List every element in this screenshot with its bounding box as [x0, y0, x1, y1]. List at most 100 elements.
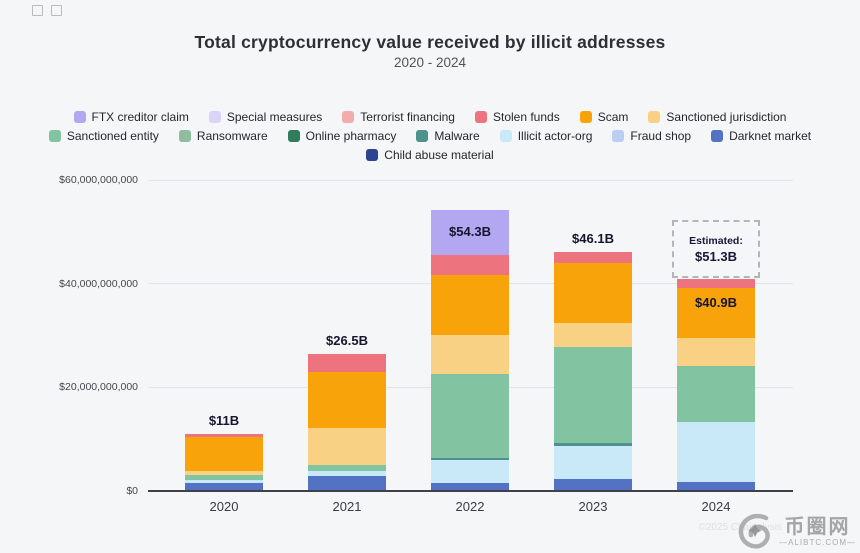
bar-segment-darknet-market	[554, 479, 632, 491]
bar-segment-illicit-actor-org	[431, 460, 509, 484]
bar-segment-ftx-creditor-claim	[431, 209, 509, 255]
bar-2021	[308, 353, 386, 491]
legend-swatch-icon	[178, 129, 191, 142]
legend-item-darknet-market[interactable]: Darknet market	[711, 128, 812, 143]
bar-segment-sanctioned-jurisdiction	[431, 334, 509, 374]
legend-swatch-icon	[208, 110, 221, 123]
bar-segment-illicit-actor-org	[308, 470, 386, 476]
bar-segment-malware	[554, 442, 632, 446]
watermark-domain-text: —ALIBTC.COM—	[779, 537, 856, 547]
legend-swatch-icon	[366, 148, 379, 161]
bar-value-label: $40.9B	[695, 294, 737, 310]
page-subtitle: 2020 - 2024	[393, 55, 467, 70]
bar-2020	[185, 433, 263, 491]
bar-segment-sanctioned-entity	[185, 475, 263, 481]
legend-item-label: Online pharmacy	[305, 128, 397, 143]
bar-segment-stolen-funds	[185, 433, 263, 438]
bar-segment-sanctioned-jurisdiction	[308, 427, 386, 465]
legend-item-label: Sanctioned jurisdiction	[666, 109, 787, 124]
legend-swatch-icon	[287, 129, 300, 142]
bar-segment-darknet-market	[677, 482, 755, 491]
bar-segment-illicit-actor-org	[185, 480, 263, 483]
site-watermark: 币圈网 —ALIBTC.COM—	[735, 511, 856, 551]
y-axis-tick-label: $60,000,000,000	[59, 174, 138, 186]
legend-item-fraud-shop[interactable]: Fraud shop	[612, 128, 692, 143]
y-axis-tick-label: $40,000,000,000	[59, 277, 138, 290]
legend-item-online-pharmacy[interactable]: Online pharmacy	[287, 128, 397, 143]
y-axis-tick-label: $20,000,000,000	[59, 381, 138, 394]
legend-item-child-abuse-material[interactable]: Child abuse material	[366, 147, 494, 162]
legend-item-stolen-funds[interactable]: Stolen funds	[474, 109, 560, 124]
bar-segment-illicit-actor-org	[554, 445, 632, 480]
legend-item-label: Fraud shop	[630, 128, 692, 143]
legend-swatch-icon	[342, 110, 355, 123]
legend-item-label: Malware	[434, 128, 480, 143]
bar-segment-darknet-market	[308, 475, 386, 491]
bar-segment-sanctioned-entity	[308, 464, 386, 471]
legend-item-label: Darknet market	[729, 128, 812, 143]
bar-segment-sanctioned-entity	[554, 346, 632, 443]
bar-segment-scam	[554, 262, 632, 324]
legend-item-label: Terrorist financing	[360, 109, 455, 124]
bar-segment-sanctioned-entity	[431, 373, 509, 459]
x-axis-tick-label-2024: 2024	[701, 499, 731, 514]
bar-segment-stolen-funds	[431, 254, 509, 275]
legend-item-ransomware[interactable]: Ransomware	[178, 128, 268, 143]
bar-segment-sanctioned-jurisdiction	[677, 338, 755, 367]
bar-value-label: $54.3B	[449, 224, 491, 240]
legend-swatch-icon	[648, 110, 661, 123]
bar-value-label: $26.5B	[326, 332, 368, 348]
legend-row: FTX creditor claim Special measures Terror…	[0, 107, 860, 126]
corner-glyph-icon	[51, 5, 62, 16]
legend-item-terrorist-financing[interactable]: Terrorist financing	[342, 109, 455, 124]
x-axis-tick-label-2020: 2020	[209, 499, 239, 514]
legend-item-sanctioned-jurisdiction[interactable]: Sanctioned jurisdiction	[648, 109, 787, 124]
legend-item-label: Ransomware	[196, 128, 268, 143]
legend-item-label: Scam	[597, 109, 629, 124]
bar-segment-sanctioned-jurisdiction	[554, 323, 632, 347]
x-axis-tick-label-2023: 2023	[578, 499, 608, 514]
legend-item-malware[interactable]: Malware	[416, 128, 480, 143]
bar-2022	[431, 209, 509, 491]
estimated-prefix-label: Estimated:	[689, 234, 743, 247]
watermark-text: 币圈网 —ALIBTC.COM—	[779, 516, 856, 547]
x-axis-line	[148, 490, 793, 492]
bar-segment-illicit-actor-org	[677, 422, 755, 483]
legend: FTX creditor claim Special measures Terror…	[0, 107, 860, 164]
bar-segment-scam	[185, 437, 263, 472]
bar-value-label: $11B	[208, 412, 240, 428]
bar-segment-stolen-funds	[308, 353, 386, 372]
bar-value-label: $46.1B	[572, 231, 614, 247]
legend-item-label: Child abuse material	[384, 147, 494, 162]
bar-2024	[677, 279, 755, 491]
legend-item-illicit-actor-org[interactable]: Illicit actor-org	[499, 128, 593, 143]
legend-item-sanctioned-entity[interactable]: Sanctioned entity	[48, 129, 159, 142]
page-title: Total cryptocurrency value received by i…	[194, 32, 666, 52]
estimated-value-label: $51.3B	[695, 248, 737, 264]
legend-item-ftx-creditor-claim[interactable]: FTX creditor claim	[73, 109, 189, 124]
bar-segment-scam	[431, 274, 509, 335]
legend-item-label: Illicit actor-org	[517, 128, 593, 143]
legend-item-label: FTX creditor claim	[91, 109, 189, 124]
y-axis-tick-label: $0	[126, 485, 138, 497]
bar-segment-malware	[431, 458, 509, 461]
legend-item-special-measures[interactable]: Special measures	[208, 109, 323, 124]
legend-swatch-icon	[48, 129, 61, 142]
legend-item-scam[interactable]: Scam	[579, 109, 629, 124]
legend-row: Sanctioned entity Ransomware Online pharma…	[0, 126, 860, 145]
bar-segment-scam	[677, 287, 755, 339]
bar-segment-sanctioned-jurisdiction	[185, 471, 263, 476]
estimated-annotation: Estimated: $51.3B	[672, 220, 760, 278]
legend-item-label: Stolen funds	[492, 109, 560, 124]
legend-swatch-icon	[416, 129, 429, 142]
x-axis-tick-label-2021: 2021	[332, 499, 362, 514]
bar-segment-darknet-market	[431, 483, 509, 491]
legend-item-label: Special measures	[226, 109, 323, 124]
watermark-swirl-icon	[738, 513, 770, 549]
legend-swatch-icon	[73, 110, 86, 123]
x-axis-tick-label-2022: 2022	[455, 499, 485, 514]
corner-glyph-icon	[32, 5, 43, 16]
legend-swatch-icon	[711, 129, 724, 142]
